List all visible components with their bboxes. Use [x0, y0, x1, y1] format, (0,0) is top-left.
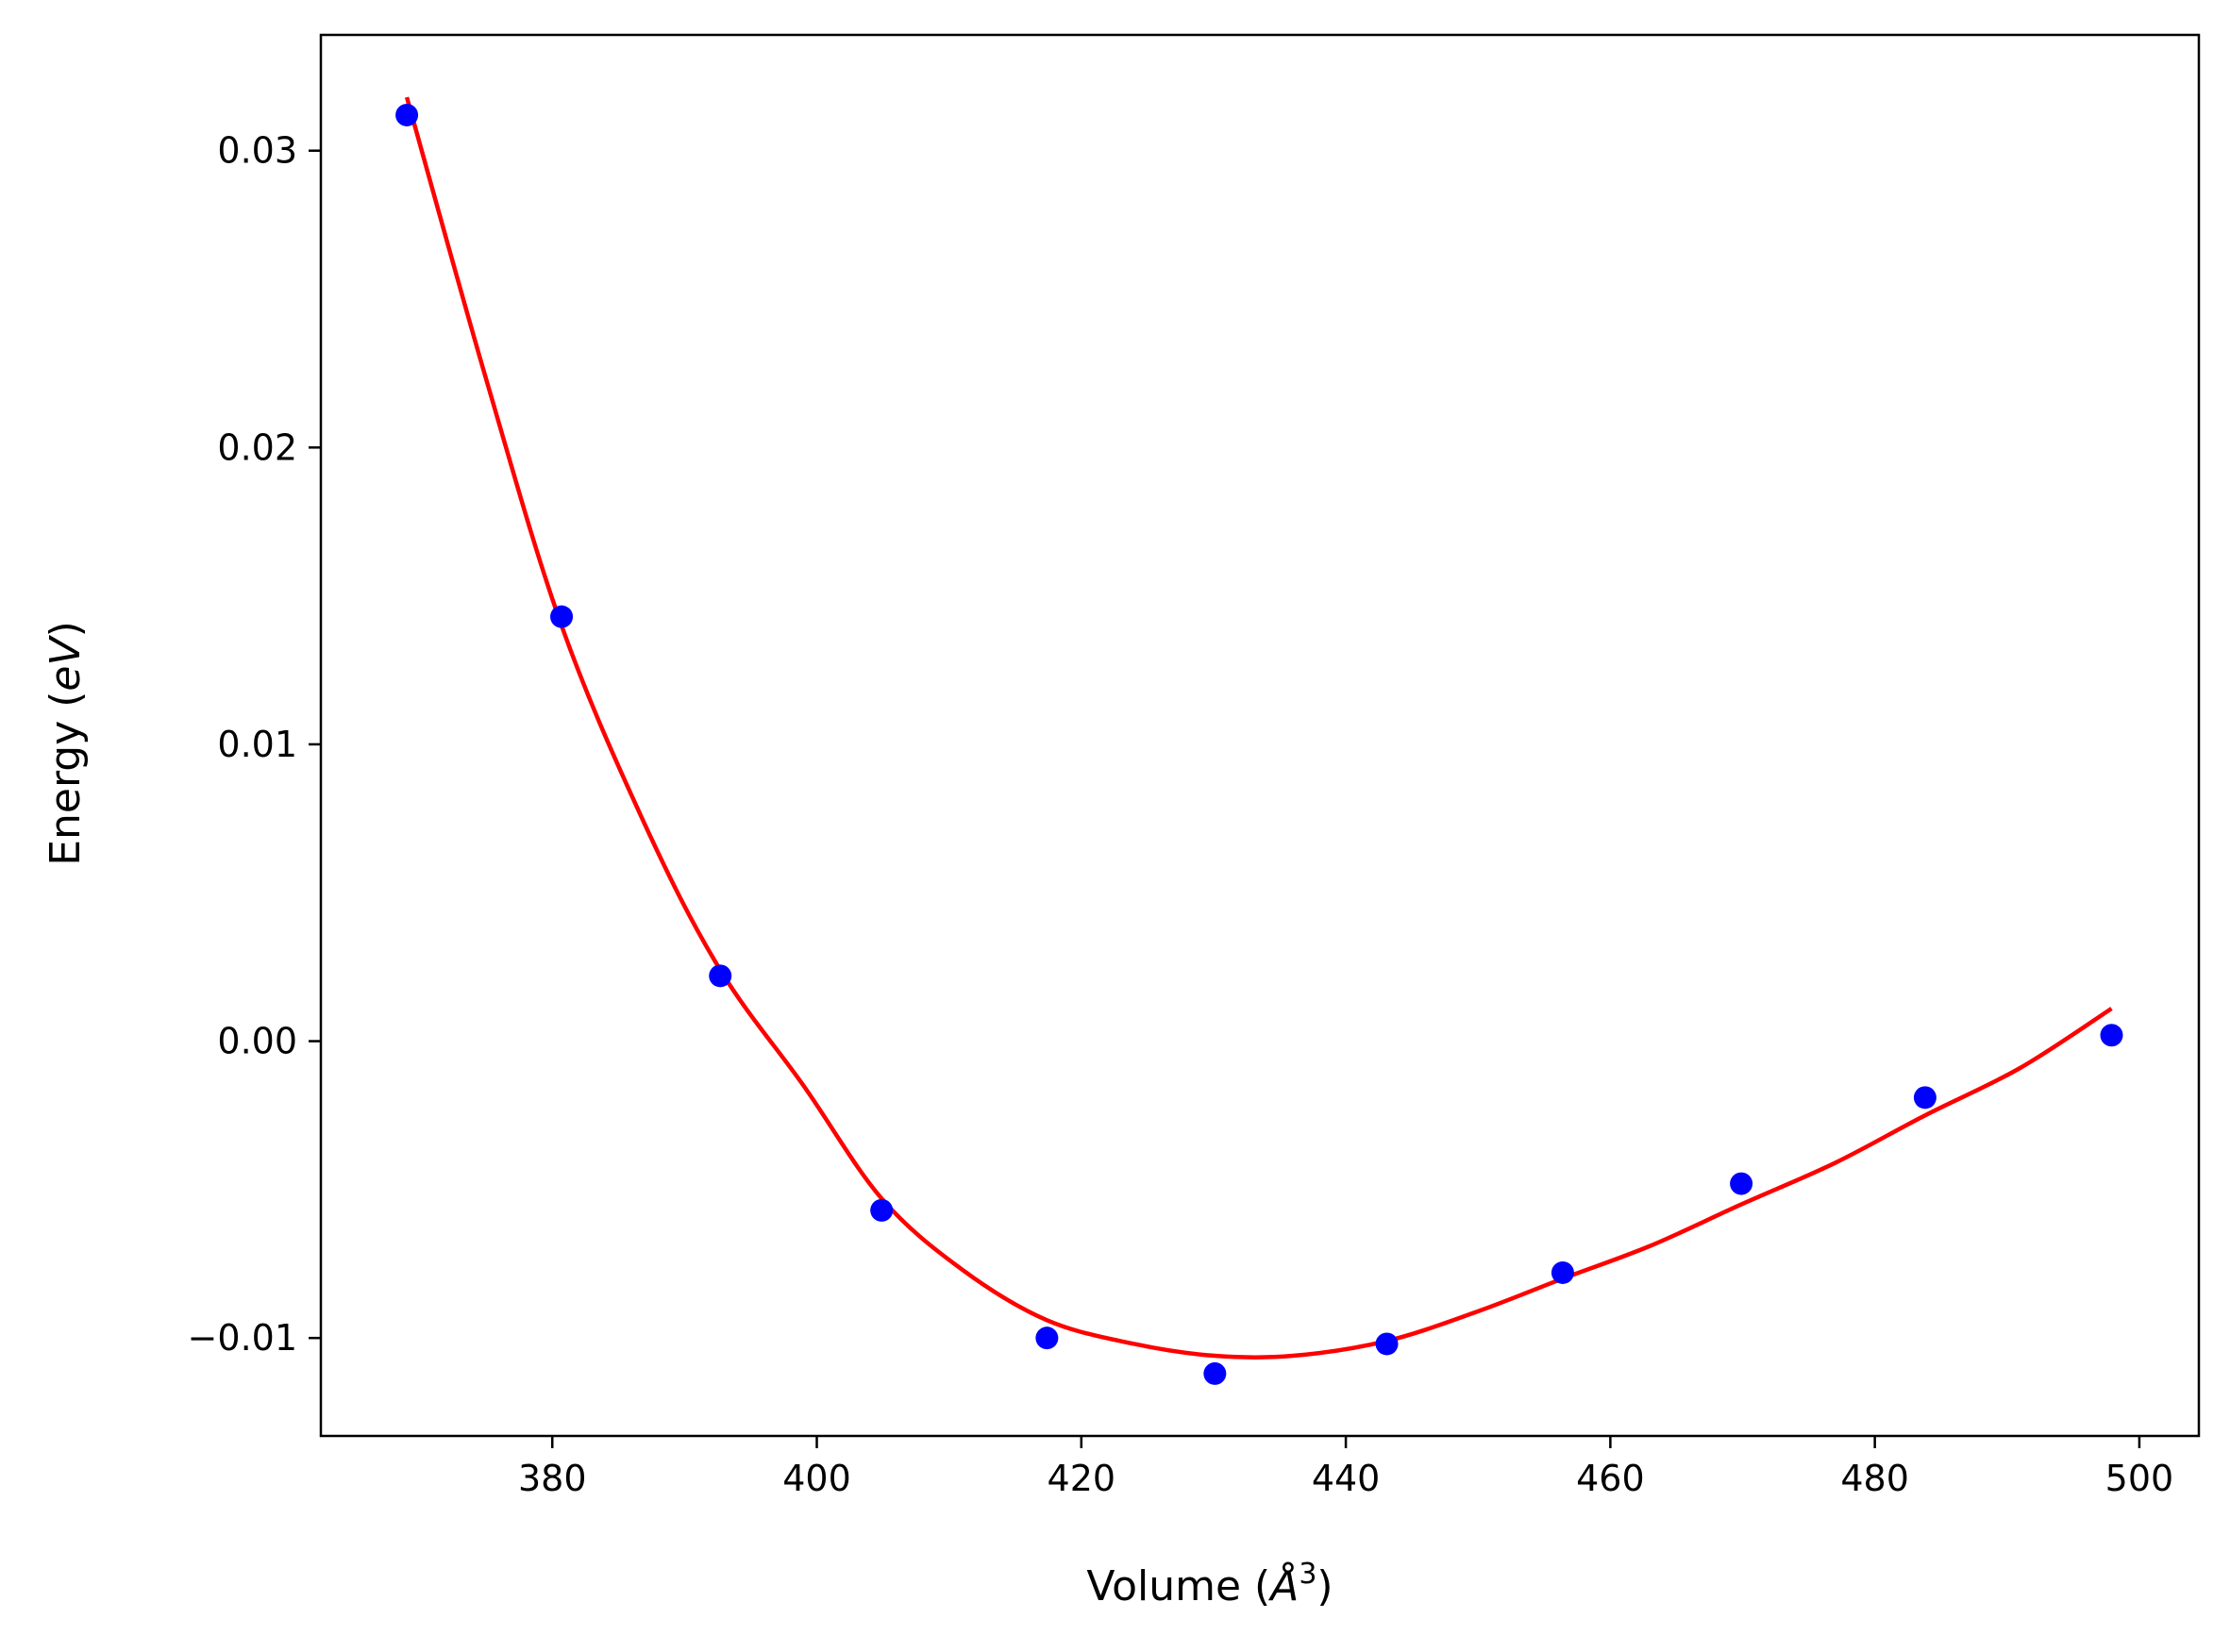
x-tick-label: 480	[1840, 1458, 1909, 1499]
x-axis-label-close: )	[1316, 1562, 1333, 1610]
data-point	[1913, 1086, 1937, 1110]
fit-curve-line	[404, 96, 2113, 1360]
y-tick-label: 0.03	[217, 130, 297, 172]
y-axis-label: Energy (eV)	[42, 621, 90, 866]
data-point	[395, 103, 419, 126]
y-tick-label: −0.01	[188, 1317, 297, 1359]
data-point	[550, 605, 574, 628]
x-axis-unit-exponent: 3	[1299, 1558, 1316, 1591]
axis-labels: Volume (Å3) Energy (eV)	[42, 621, 1333, 1610]
data-point	[1375, 1332, 1399, 1356]
data-point	[709, 964, 732, 988]
x-tick-label: 460	[1576, 1458, 1645, 1499]
data-point	[1551, 1260, 1574, 1284]
x-axis-label: Volume (Å3)	[1086, 1558, 1333, 1610]
y-tick-label: 0.01	[217, 724, 297, 765]
y-axis-label-close: )	[42, 621, 90, 637]
x-tick-label: 500	[2105, 1458, 2174, 1499]
data-point	[1730, 1172, 1753, 1195]
y-axis-label-text: Energy (	[42, 692, 90, 866]
x-axis-unit: Å	[1267, 1560, 1299, 1610]
x-tick-label: 420	[1048, 1458, 1116, 1499]
data-point	[1035, 1327, 1059, 1350]
x-tick-label: 440	[1312, 1458, 1381, 1499]
data-point	[1203, 1361, 1227, 1385]
y-tick-label: 0.00	[217, 1021, 297, 1062]
plot-frame	[319, 33, 2201, 1438]
plot-area	[395, 96, 2123, 1385]
axes: 380 400 420 440 460 480 500 −0.01 0.00 0.01 0.02 0.…	[188, 33, 2201, 1499]
x-axis-label-text: Volume (	[1086, 1562, 1270, 1610]
y-tick-label: 0.02	[217, 426, 297, 468]
x-tick-label: 400	[782, 1458, 851, 1499]
data-point	[870, 1198, 894, 1222]
data-point	[2100, 1024, 2123, 1047]
y-axis-unit: eV	[42, 635, 90, 692]
x-tick-label: 380	[518, 1458, 587, 1499]
